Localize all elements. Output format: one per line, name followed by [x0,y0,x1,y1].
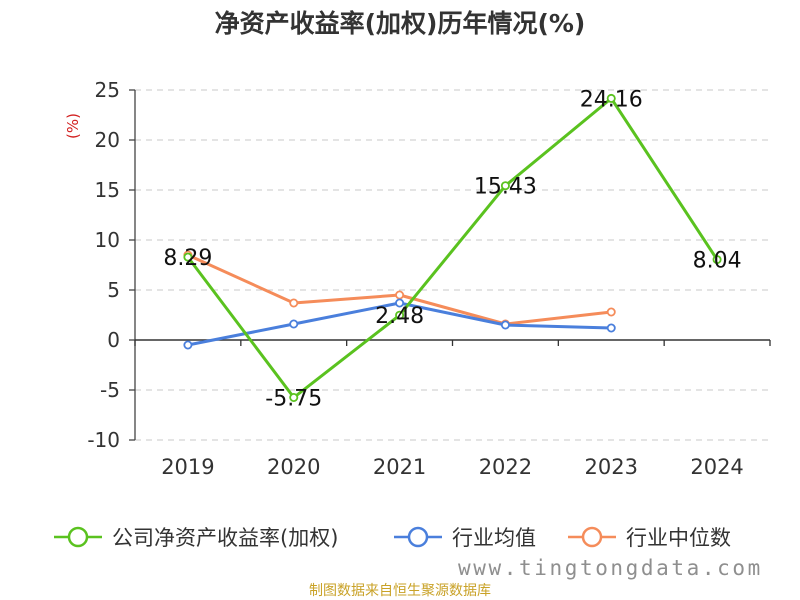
source-note: 制图数据来自恒生聚源数据库 [309,583,491,599]
data-label: 8.29 [163,246,212,271]
y-tick-label: 15 [95,178,120,202]
data-point[interactable] [183,252,193,262]
y-tick-label: -10 [87,428,120,452]
watermark: www.tingtongdata.com [458,556,763,580]
data-point[interactable] [606,323,616,333]
x-tick-label: 2020 [267,455,320,479]
legend-item-company[interactable]: 公司净资产收益率(加权) [52,520,338,554]
data-point[interactable] [500,320,510,330]
axes: 25 20 15 10 5 0 -5 -10 2019 2020 2021 2022 2023 2024 [87,78,771,479]
legend-marker-industry-median [568,526,616,548]
legend-item-industry-mean[interactable]: 行业均值 [392,520,536,554]
data-point[interactable] [395,290,405,300]
data-point[interactable] [606,93,616,103]
y-tick-label: 10 [95,228,120,252]
data-point[interactable] [289,392,299,402]
y-tick-label: 25 [95,78,120,102]
data-point[interactable] [395,310,405,320]
legend-label-company: 公司净资产收益率(加权) [112,526,339,550]
x-tick-label: 2019 [161,455,214,479]
data-label: 15.43 [474,175,537,200]
data-point[interactable] [183,340,193,350]
x-tick-label: 2021 [373,455,426,479]
data-labels: 8.29 -5.75 2.48 15.43 24.16 8.04 [163,87,741,411]
series-line-0 [186,96,719,399]
chart-title: 净资产收益率(加权)历年情况(%) [214,9,586,38]
data-point[interactable] [289,319,299,329]
legend-label-industry-mean: 行业均值 [452,526,536,550]
data-label: 24.16 [580,87,643,112]
y-tick-label: -5 [100,378,120,402]
data-label: 8.04 [693,249,742,274]
legend-label-industry-median: 行业中位数 [626,526,731,550]
y-tick-label: 5 [107,278,120,302]
data-point[interactable] [289,298,299,308]
data-point[interactable] [712,255,722,265]
y-tick-label: 20 [95,128,120,152]
x-tick-label: 2022 [479,455,532,479]
legend-marker-company [54,526,102,548]
y-tick-label: 0 [107,328,120,352]
data-point[interactable] [500,181,510,191]
x-tick-label: 2024 [690,455,743,479]
grid-lines [135,89,770,441]
x-tick-label: 2023 [585,455,638,479]
data-label: 2.48 [375,304,424,329]
data-label: -5.75 [265,387,322,412]
legend: 公司净资产收益率(加权) 行业均值 行业中位数 [0,520,800,554]
series-lines [183,93,722,402]
data-point[interactable] [606,307,616,317]
y-axis-label: (%) [64,113,82,139]
legend-item-industry-median[interactable]: 行业中位数 [566,520,731,554]
data-point[interactable] [395,298,405,308]
legend-marker-industry-mean [394,526,442,548]
